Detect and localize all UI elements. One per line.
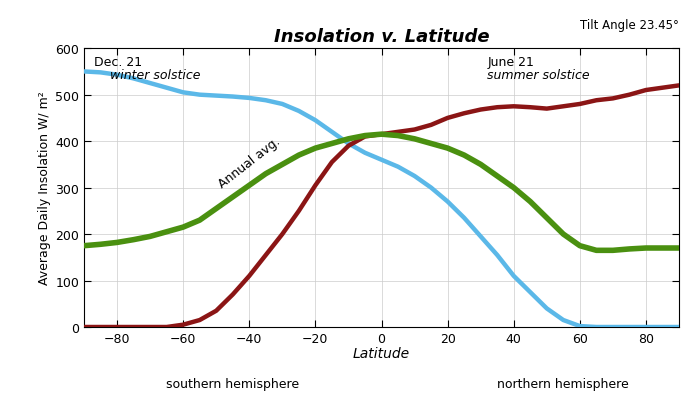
Text: summer solstice: summer solstice <box>487 69 590 81</box>
Text: northern hemisphere: northern hemisphere <box>498 377 629 390</box>
Text: southern hemisphere: southern hemisphere <box>166 377 300 390</box>
Text: Annual avg.: Annual avg. <box>216 135 283 191</box>
X-axis label: Latitude: Latitude <box>353 346 410 360</box>
Text: winter solstice: winter solstice <box>111 69 201 81</box>
Title: Insolation v. Latitude: Insolation v. Latitude <box>274 28 489 46</box>
Text: Dec. 21: Dec. 21 <box>94 56 142 69</box>
Y-axis label: Average Daily Insolation W/ m²: Average Daily Insolation W/ m² <box>38 92 51 285</box>
Text: Tilt Angle 23.45°: Tilt Angle 23.45° <box>580 19 679 32</box>
Text: June 21: June 21 <box>487 56 534 69</box>
